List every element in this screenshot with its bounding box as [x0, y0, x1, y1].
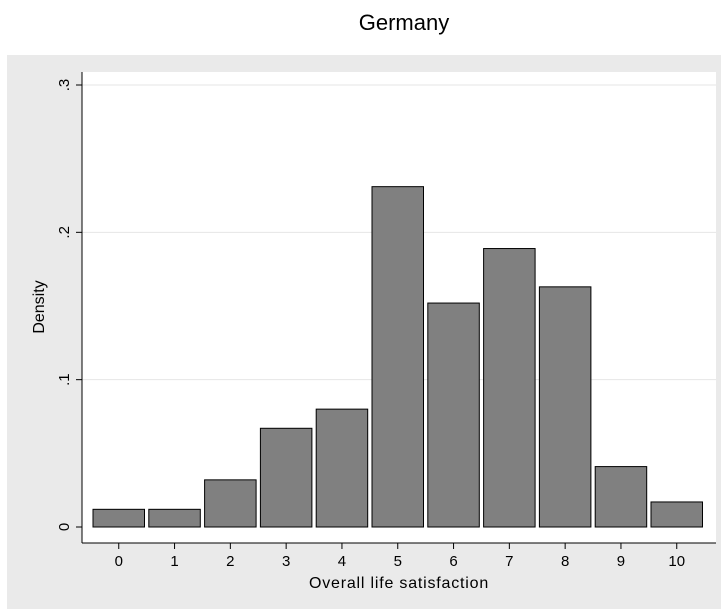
- bar-8: [538, 286, 592, 528]
- bar-2: [204, 479, 257, 528]
- x-tick-label: 9: [617, 553, 625, 570]
- bar-6: [427, 302, 480, 528]
- bar-1: [148, 508, 201, 528]
- bar-9: [594, 466, 648, 528]
- x-axis: 0 1 2 3 4 5 6 7 8 9 10: [82, 542, 716, 570]
- bar-3: [259, 427, 313, 528]
- x-tick-label: 5: [394, 553, 402, 570]
- bars: [92, 186, 703, 528]
- y-tick-label: .3: [56, 79, 73, 92]
- bar-7: [483, 248, 536, 528]
- x-tick-label: 10: [668, 553, 685, 570]
- x-axis-title: Overall life satisfaction: [309, 575, 489, 592]
- bar-4: [315, 408, 369, 528]
- y-axis-title: Density: [31, 280, 48, 333]
- bar-0: [92, 508, 145, 528]
- y-tick-label: 0: [56, 523, 73, 531]
- x-tick-label: 6: [449, 553, 457, 570]
- bar-10: [650, 501, 703, 528]
- x-tick-label: 0: [115, 553, 123, 570]
- x-tick-label: 2: [226, 553, 234, 570]
- x-tick-label: 3: [282, 553, 290, 570]
- x-tick-label: 1: [170, 553, 178, 570]
- y-tick-label: .1: [56, 373, 73, 386]
- x-tick-label: 7: [505, 553, 513, 570]
- x-tick-label: 8: [561, 553, 569, 570]
- y-axis: 0 .1 .2 .3: [56, 72, 83, 543]
- x-tick-label: 4: [338, 553, 346, 570]
- chart-title: Germany: [358, 10, 450, 35]
- y-tick-label: .2: [56, 226, 73, 239]
- bar-5: [371, 186, 424, 528]
